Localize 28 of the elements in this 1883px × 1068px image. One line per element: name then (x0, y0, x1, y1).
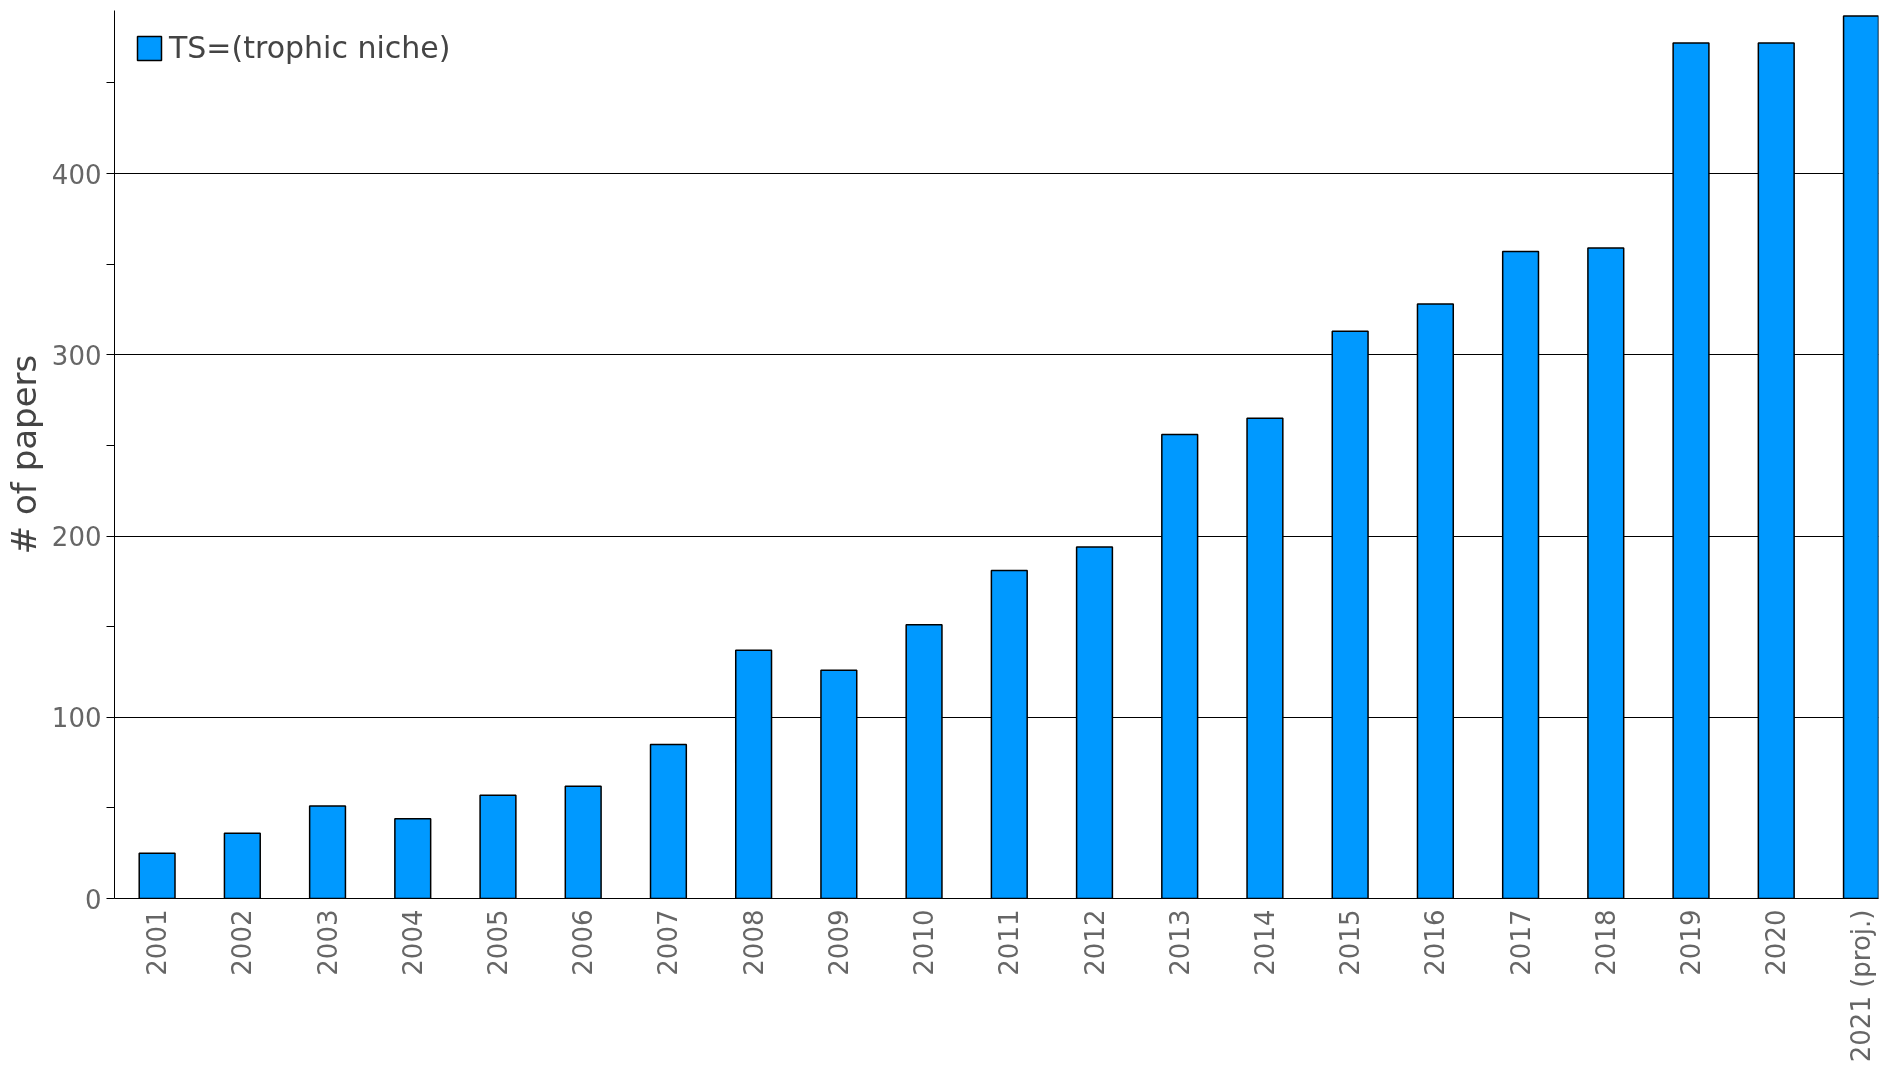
x-tick-label: 2003 (312, 909, 343, 976)
x-tick-label: 2008 (738, 909, 769, 976)
x-tick-label: 2006 (568, 909, 599, 976)
y-tick-label: 300 (51, 340, 102, 371)
y-tick-label: 100 (51, 703, 102, 734)
x-tick-label: 2013 (1164, 909, 1195, 976)
x-tick-label: 2014 (1249, 909, 1280, 976)
x-tick-label: 2012 (1079, 909, 1110, 976)
legend-label: TS=(trophic niche) (169, 30, 451, 65)
x-tick-label: 2016 (1420, 909, 1451, 976)
y-axis-title: # of papers (3, 354, 44, 555)
x-tick-label: 2017 (1505, 909, 1536, 976)
x-tick-label: 2005 (482, 909, 513, 976)
x-tick-label: 2002 (227, 909, 258, 976)
x-tick-label: 2010 (909, 909, 940, 976)
x-tick-label: 2009 (823, 909, 854, 976)
x-tick-label: 2007 (653, 909, 684, 976)
x-tick-label: 2021 (proj.) (1846, 909, 1877, 1063)
y-tick-label: 200 (51, 522, 102, 553)
x-tick-label: 2004 (397, 909, 428, 976)
x-tick-label: 2001 (142, 909, 173, 976)
y-tick-label: 0 (84, 884, 102, 915)
x-tick-label: 2018 (1590, 909, 1621, 976)
y-tick-label: 400 (51, 159, 102, 190)
x-tick-label: 2011 (994, 909, 1025, 976)
x-tick-label: 2019 (1676, 909, 1707, 976)
x-tick-label: 2015 (1335, 909, 1366, 976)
x-tick-label: 2020 (1761, 909, 1792, 976)
